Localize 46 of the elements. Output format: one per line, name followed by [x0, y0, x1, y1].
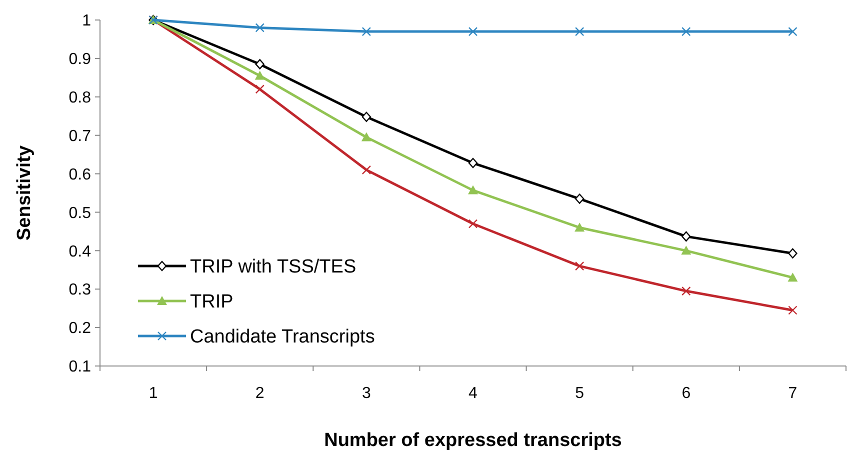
point: [362, 165, 372, 175]
point: [682, 286, 691, 296]
point: [574, 222, 585, 232]
y-tick-label: 0.4: [68, 243, 92, 260]
x-tick-label: 4: [468, 385, 478, 402]
y-tick-label: 0.8: [68, 89, 92, 106]
y-tick-label: 0.1: [68, 358, 92, 376]
x-tick-label: 5: [575, 385, 584, 402]
point: [468, 219, 478, 228]
legend-label: Candidate Transcripts: [190, 326, 375, 348]
legend-label: TRIP: [190, 292, 234, 313]
x-tick-label: 6: [682, 385, 691, 402]
y-tick-label: 0.2: [68, 320, 92, 338]
point: [788, 306, 798, 315]
point: [681, 246, 692, 255]
point: [255, 84, 264, 94]
point: [362, 112, 372, 122]
point: [362, 26, 372, 36]
point: [255, 59, 264, 70]
point: [254, 70, 265, 80]
y-tick-label: 0.7: [68, 128, 92, 145]
y-tick-label: 0.6: [68, 166, 92, 184]
y-tick-label: 0.3: [68, 282, 92, 299]
y-axis-title: Sensitivity: [14, 145, 35, 241]
point: [468, 158, 478, 168]
x-tick-label: 7: [788, 385, 798, 402]
x-axis-title: Number of expressed transcripts: [324, 430, 622, 451]
point: [361, 132, 372, 142]
point: [788, 26, 798, 36]
y-tick-label: 0.5: [68, 204, 92, 222]
x-tick-label: 3: [362, 385, 371, 402]
point: [255, 23, 264, 32]
point: [682, 231, 691, 242]
point: [574, 26, 584, 36]
point: [468, 26, 478, 36]
point: [788, 248, 798, 258]
y-tick-label: 0.9: [68, 51, 92, 68]
point: [468, 185, 478, 194]
point: [574, 261, 584, 271]
y-tick-label: 1: [82, 12, 92, 30]
point: [682, 26, 691, 36]
legend-label: TRIP with TSS/TES: [190, 256, 356, 278]
point: [788, 272, 798, 282]
point: [574, 194, 584, 204]
x-tick-label: 2: [255, 385, 264, 402]
x-tick-label: 1: [148, 385, 158, 402]
